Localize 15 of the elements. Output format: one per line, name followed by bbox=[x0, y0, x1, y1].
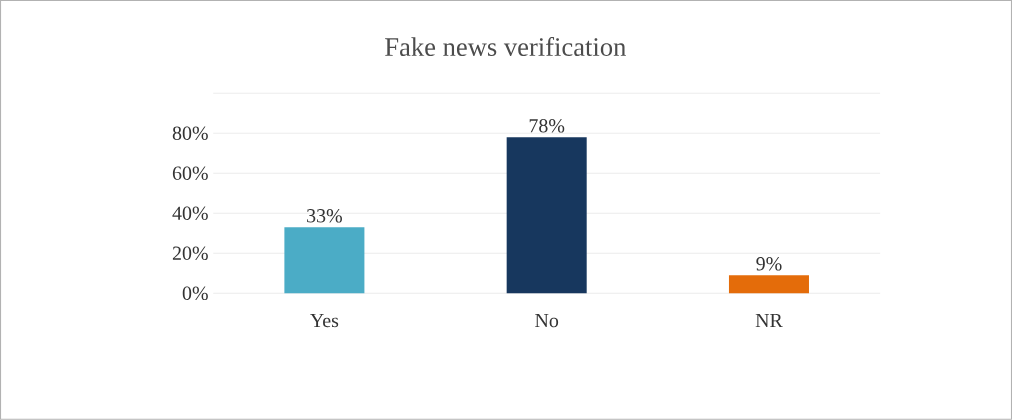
bar bbox=[284, 227, 365, 294]
x-tick-label: Yes bbox=[310, 314, 339, 328]
data-label: 9% bbox=[756, 257, 782, 271]
y-tick-label: 0% bbox=[182, 286, 208, 301]
chart-title: Fake news verification bbox=[385, 37, 626, 57]
bar bbox=[728, 275, 809, 294]
x-tick-label: NR bbox=[755, 314, 783, 328]
data-label: 78% bbox=[529, 119, 565, 133]
y-tick-label: 60% bbox=[172, 166, 208, 181]
data-label: 33% bbox=[307, 209, 342, 223]
y-tick-label: 20% bbox=[172, 246, 208, 261]
y-tick-label: 40% bbox=[172, 206, 208, 221]
x-tick-label: No bbox=[535, 314, 559, 328]
bar bbox=[506, 137, 587, 294]
y-tick-label: 80% bbox=[172, 126, 208, 141]
